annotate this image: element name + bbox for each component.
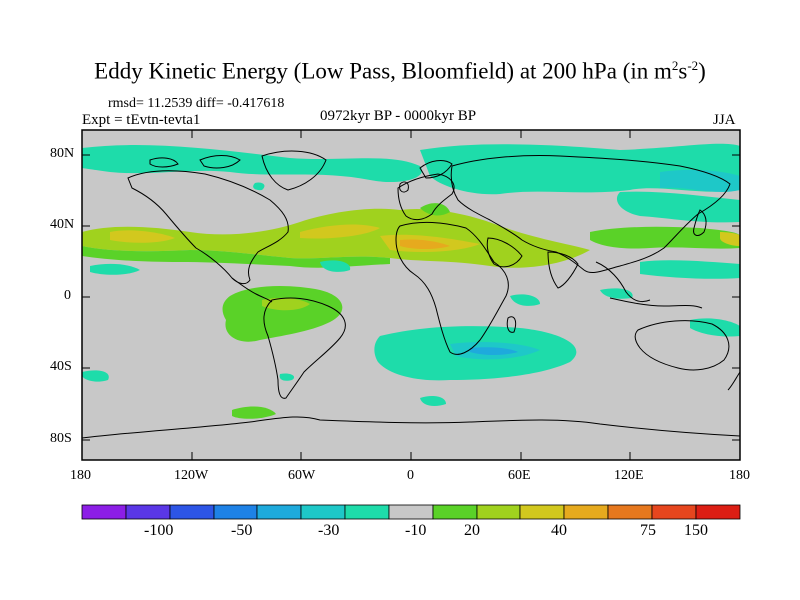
coast-antarctica <box>82 416 740 439</box>
axis-ticks <box>82 130 740 460</box>
coast-australia <box>634 320 730 371</box>
coast-canada-islands <box>149 155 241 169</box>
contour-pac-trop-3 <box>600 288 633 299</box>
colorbar-box-8 <box>432 504 478 520</box>
colorbar-label: -30 <box>318 522 340 539</box>
coast-south-america <box>263 297 346 399</box>
lat-label: 40S <box>50 359 72 374</box>
coast-europe <box>397 173 455 221</box>
colorbar-label: -100 <box>144 522 174 539</box>
coast-uk <box>399 181 409 193</box>
contour-pac-south <box>82 370 109 382</box>
coast-japan <box>693 209 707 236</box>
colorbar-box-1 <box>125 504 171 520</box>
lat-label: 0 <box>64 288 71 303</box>
coast-scandinavia <box>419 160 453 179</box>
lon-label: 180 <box>70 468 91 483</box>
lon-label: 60W <box>288 468 316 483</box>
contour-jet-core-1 <box>110 230 175 243</box>
contour-jet-east-core <box>720 232 740 246</box>
colorbar-label: -50 <box>231 522 253 539</box>
coast-madagascar <box>506 316 517 333</box>
colorbar-box-6 <box>344 504 390 520</box>
lon-label: 180 <box>729 468 750 483</box>
contour-pac-trop-2 <box>640 260 740 279</box>
coast-indonesia <box>609 297 703 309</box>
colorbar-box-10 <box>519 504 565 520</box>
colorbar-box-7 <box>388 504 434 520</box>
coast-greenland <box>261 150 327 191</box>
contour-eurasia-north-deep <box>660 169 740 192</box>
colorbar-box-14 <box>695 504 741 520</box>
contour-south-small <box>420 396 446 406</box>
experiment-label: Expt = tEvtn-tevta1 <box>82 112 201 128</box>
contour-sa-yellow <box>262 297 310 311</box>
colorbar-box-0 <box>81 504 127 520</box>
colorbar-box-13 <box>651 504 697 520</box>
contour-arctic-atlantic <box>82 145 422 183</box>
colorbar-box-3 <box>213 504 258 520</box>
colorbar-label: 75 <box>640 522 656 539</box>
lon-label: 120E <box>614 468 644 483</box>
colorbar-box-5 <box>300 504 346 520</box>
contour-pacific-north <box>616 191 740 223</box>
coast-central-america <box>231 277 273 303</box>
colorbar-box-2 <box>169 504 215 520</box>
lon-label: 60E <box>508 468 531 483</box>
plot-title: Eddy Kinetic Energy (Low Pass, Bloomfiel… <box>94 58 706 84</box>
colorbar-box-4 <box>256 504 302 520</box>
contour-atl-trop <box>320 260 351 272</box>
colorbar-label: 40 <box>551 522 567 539</box>
rmsd-stats: rmsd= 11.2539 diff= -0.417618 <box>108 96 285 111</box>
coast-new-zealand <box>727 371 740 391</box>
contour-antarctic-green <box>232 406 276 419</box>
lat-label: 80S <box>50 431 72 446</box>
contour-safr-trop <box>510 294 540 306</box>
lat-label: 40N <box>50 217 75 232</box>
contour-jet-east <box>590 226 740 249</box>
contour-south-small-2 <box>279 373 295 381</box>
coast-africa <box>395 221 509 355</box>
colorbar-box-11 <box>563 504 609 520</box>
contour-jet-core-2 <box>300 224 380 239</box>
contour-jet-core-4 <box>400 239 450 249</box>
contour-jet-north <box>82 208 590 268</box>
contour-indian-blue <box>690 318 740 337</box>
season-label: JJA <box>713 112 736 128</box>
contour-field <box>82 130 740 460</box>
colorbar-label: -10 <box>405 522 427 539</box>
colorbar-box-12 <box>607 504 653 520</box>
period-label: 0972kyr BP - 0000kyr BP <box>320 108 477 124</box>
colorbar-label: 150 <box>684 522 708 539</box>
coast-asia <box>450 154 731 273</box>
lon-label: 0 <box>407 468 414 483</box>
colorbar-label: 20 <box>464 522 480 539</box>
coast-north-america <box>127 170 289 285</box>
coast-arabia <box>486 237 523 268</box>
colorbar-box-9 <box>476 504 521 520</box>
coast-se-asia <box>595 261 651 303</box>
contour-south-band-core <box>470 347 518 355</box>
contour-jet-north-outline <box>82 246 390 268</box>
contour-pac-trop-1 <box>90 263 140 275</box>
coastlines <box>82 150 740 439</box>
contour-small-greenland <box>253 182 265 191</box>
lat-label: 80N <box>50 146 75 161</box>
coast-india <box>547 251 579 289</box>
colorbar <box>81 504 741 520</box>
contour-sa-green <box>222 286 343 342</box>
lon-label: 120W <box>174 468 209 483</box>
